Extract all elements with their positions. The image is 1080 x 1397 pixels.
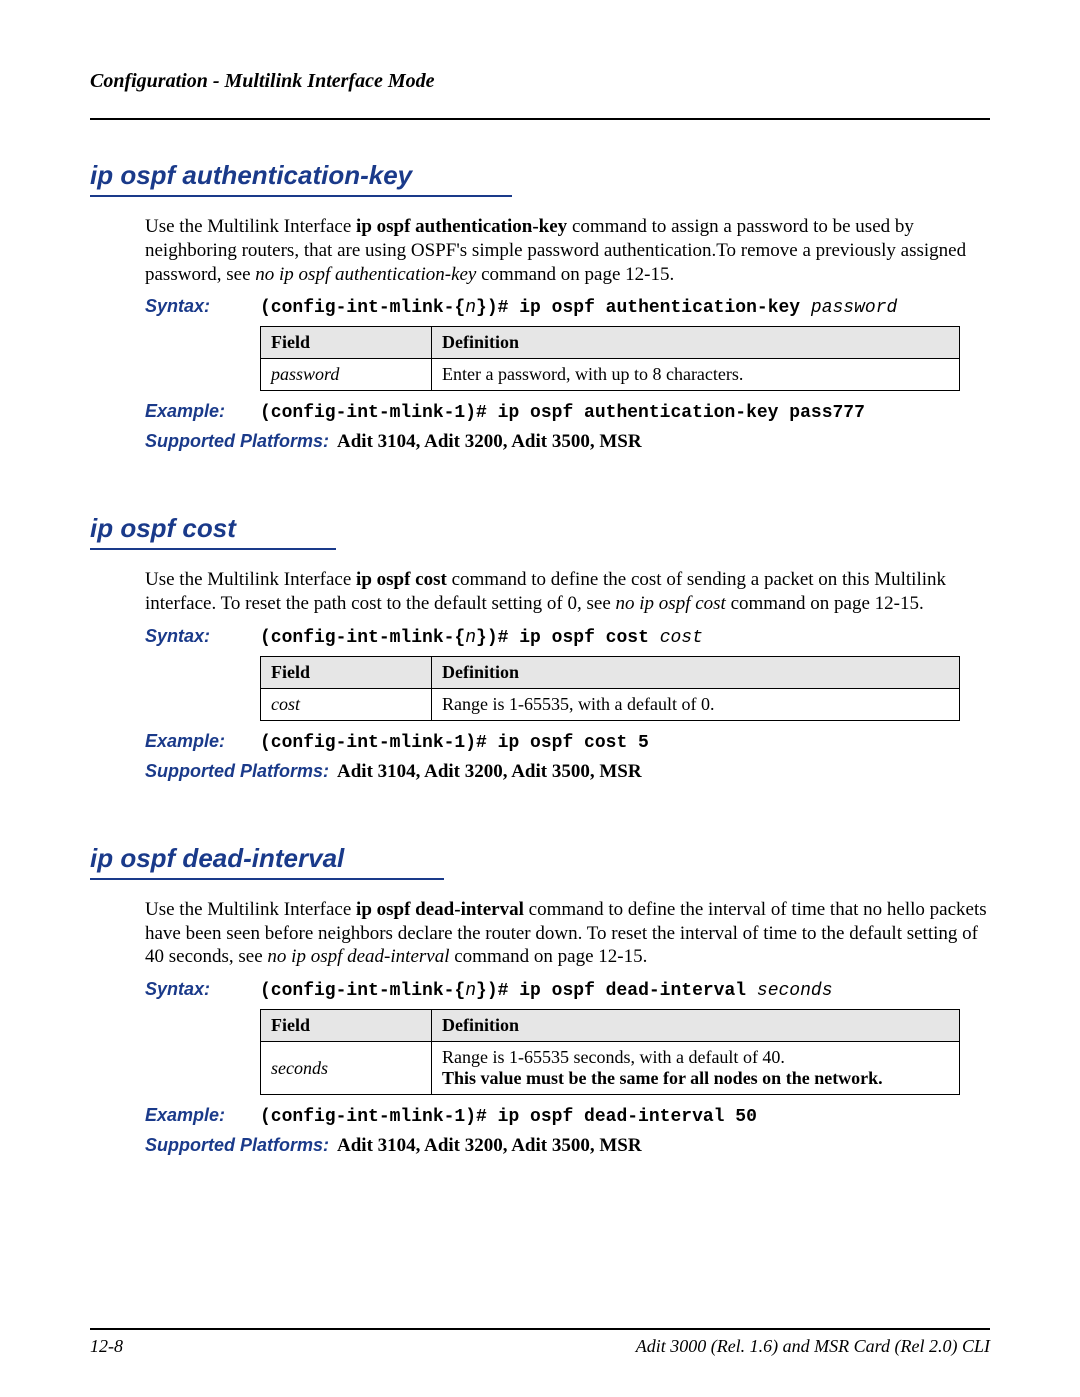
intro-paragraph: Use the Multilink Interface ip ospf cost… xyxy=(145,568,990,616)
syntax-param: password xyxy=(811,298,897,318)
column-header-field: Field xyxy=(261,1010,432,1042)
command-name: ip ospf authentication-key xyxy=(356,216,567,237)
column-header-definition: Definition xyxy=(432,1010,960,1042)
footer-page-number: 12-8 xyxy=(90,1336,123,1357)
syntax-label: Syntax: xyxy=(145,626,260,647)
syntax-row: Syntax:(config-int-mlink-{n})# ip ospf d… xyxy=(145,979,990,1001)
supported-platforms-label: Supported Platforms: xyxy=(145,431,329,452)
column-header-definition: Definition xyxy=(432,656,960,688)
syntax-param: seconds xyxy=(757,981,833,1001)
syntax-label: Syntax: xyxy=(145,296,260,317)
supported-platforms-row: Supported Platforms: Adit 3104, Adit 320… xyxy=(145,761,990,783)
syntax-code: (config-int-mlink-{n})# ip ospf authenti… xyxy=(260,298,897,318)
syntax-n-param: n xyxy=(465,628,476,648)
table-row: secondsRange is 1-65535 seconds, with a … xyxy=(261,1042,960,1095)
supported-platforms-value: Adit 3104, Adit 3200, Adit 3500, MSR xyxy=(337,1135,642,1157)
column-header-field: Field xyxy=(261,656,432,688)
field-cell: password xyxy=(261,359,432,391)
example-code: (config-int-mlink-1)# ip ospf cost 5 xyxy=(260,733,649,753)
table-row: costRange is 1-65535, with a default of … xyxy=(261,688,960,720)
example-row: Example:(config-int-mlink-1)# ip ospf au… xyxy=(145,401,990,423)
supported-platforms-value: Adit 3104, Adit 3200, Adit 3500, MSR xyxy=(337,761,642,783)
intro-paragraph: Use the Multilink Interface ip ospf dead… xyxy=(145,898,990,969)
sections-container: ip ospf authentication-keyUse the Multil… xyxy=(90,160,990,1157)
section-body: Use the Multilink Interface ip ospf dead… xyxy=(145,898,990,1157)
definition-emphasis: This value must be the same for all node… xyxy=(442,1068,883,1088)
supported-platforms-row: Supported Platforms: Adit 3104, Adit 320… xyxy=(145,431,990,453)
related-command: no ip ospf dead-interval xyxy=(267,946,449,967)
syntax-param: cost xyxy=(660,628,703,648)
section-title: ip ospf authentication-key xyxy=(90,160,512,197)
syntax-row: Syntax:(config-int-mlink-{n})# ip ospf c… xyxy=(145,626,990,648)
field-cell: cost xyxy=(261,688,432,720)
running-header: Configuration - Multilink Interface Mode xyxy=(90,70,990,93)
syntax-code: (config-int-mlink-{n})# ip ospf cost cos… xyxy=(260,628,703,648)
section-title: ip ospf dead-interval xyxy=(90,843,444,880)
section-body: Use the Multilink Interface ip ospf cost… xyxy=(145,568,990,783)
syntax-label: Syntax: xyxy=(145,979,260,1000)
supported-platforms-value: Adit 3104, Adit 3200, Adit 3500, MSR xyxy=(337,431,642,453)
footer-doc-title: Adit 3000 (Rel. 1.6) and MSR Card (Rel 2… xyxy=(636,1336,990,1357)
definition-cell: Range is 1-65535 seconds, with a default… xyxy=(432,1042,960,1095)
section-title: ip ospf cost xyxy=(90,513,336,550)
field-definition-table: FieldDefinitionpasswordEnter a password,… xyxy=(260,326,960,391)
field-definition-table: FieldDefinitionsecondsRange is 1-65535 s… xyxy=(260,1009,960,1095)
example-code: (config-int-mlink-1)# ip ospf dead-inter… xyxy=(260,1107,757,1127)
definition-cell: Enter a password, with up to 8 character… xyxy=(432,359,960,391)
related-command: no ip ospf authentication-key xyxy=(255,264,476,285)
top-rule xyxy=(90,118,990,120)
field-definition-table: FieldDefinitioncostRange is 1-65535, wit… xyxy=(260,656,960,721)
example-row: Example:(config-int-mlink-1)# ip ospf co… xyxy=(145,731,990,753)
supported-platforms-row: Supported Platforms: Adit 3104, Adit 320… xyxy=(145,1135,990,1157)
command-name: ip ospf dead-interval xyxy=(356,899,524,920)
footer-rule xyxy=(90,1328,990,1330)
example-label: Example: xyxy=(145,401,260,422)
syntax-n-param: n xyxy=(465,981,476,1001)
syntax-code: (config-int-mlink-{n})# ip ospf dead-int… xyxy=(260,981,833,1001)
table-row: passwordEnter a password, with up to 8 c… xyxy=(261,359,960,391)
section-body: Use the Multilink Interface ip ospf auth… xyxy=(145,215,990,453)
footer-row: 12-8 Adit 3000 (Rel. 1.6) and MSR Card (… xyxy=(90,1336,990,1357)
page: Configuration - Multilink Interface Mode… xyxy=(0,0,1080,1397)
definition-cell: Range is 1-65535, with a default of 0. xyxy=(432,688,960,720)
page-footer: 12-8 Adit 3000 (Rel. 1.6) and MSR Card (… xyxy=(90,1328,990,1357)
example-label: Example: xyxy=(145,1105,260,1126)
column-header-definition: Definition xyxy=(432,327,960,359)
intro-paragraph: Use the Multilink Interface ip ospf auth… xyxy=(145,215,990,286)
example-label: Example: xyxy=(145,731,260,752)
section-auth-key: ip ospf authentication-keyUse the Multil… xyxy=(90,160,990,453)
command-name: ip ospf cost xyxy=(356,569,447,590)
example-row: Example:(config-int-mlink-1)# ip ospf de… xyxy=(145,1105,990,1127)
column-header-field: Field xyxy=(261,327,432,359)
section-dead-interval: ip ospf dead-intervalUse the Multilink I… xyxy=(90,843,990,1157)
field-cell: seconds xyxy=(261,1042,432,1095)
syntax-row: Syntax:(config-int-mlink-{n})# ip ospf a… xyxy=(145,296,990,318)
supported-platforms-label: Supported Platforms: xyxy=(145,761,329,782)
example-code: (config-int-mlink-1)# ip ospf authentica… xyxy=(260,403,865,423)
supported-platforms-label: Supported Platforms: xyxy=(145,1135,329,1156)
related-command: no ip ospf cost xyxy=(616,593,726,614)
section-cost: ip ospf costUse the Multilink Interface … xyxy=(90,513,990,783)
syntax-n-param: n xyxy=(465,298,476,318)
